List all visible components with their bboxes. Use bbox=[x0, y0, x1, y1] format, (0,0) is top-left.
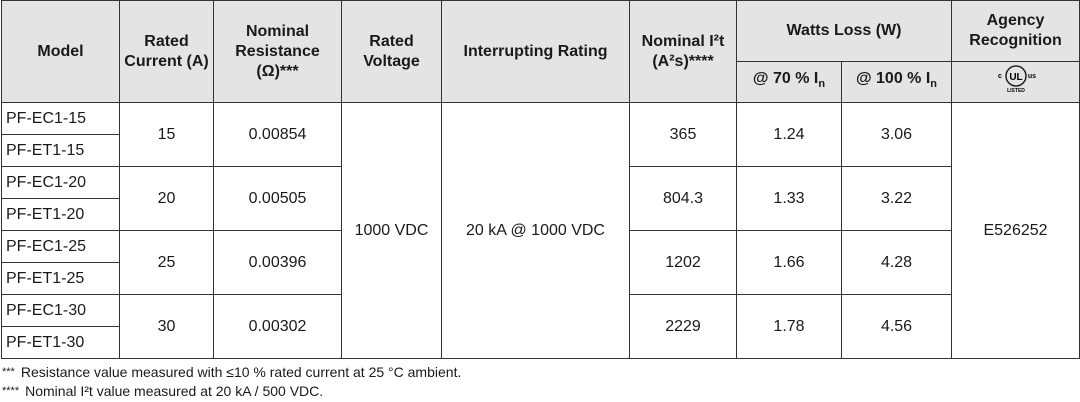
footnote-mark: **** bbox=[2, 385, 20, 397]
cell: 20 bbox=[119, 166, 214, 231]
header-text: @ 70 % I bbox=[752, 70, 819, 88]
subscript: n bbox=[930, 78, 938, 91]
header-cell: Nominal Resistance (Ω)*** bbox=[213, 0, 342, 103]
cell: PF-EC1-15 bbox=[1, 102, 120, 135]
row: PF-EC1-20 20 0.00505 804.3 1.33 3.22 bbox=[1, 166, 1080, 231]
cell: PF-ET1-15 bbox=[1, 134, 120, 167]
table-body: PF-EC1-15 15 0.00854 1000 VDC 20 kA @ 1000 V… bbox=[1, 102, 1080, 359]
cell: 15 bbox=[119, 102, 214, 167]
cell: 3.22 bbox=[840, 166, 953, 231]
cell: 20 kA @ 1000 VDC bbox=[441, 102, 630, 359]
cell: PF-ET1-20 bbox=[1, 198, 120, 231]
cell: 1.78 bbox=[736, 294, 842, 359]
cell: 0.00396 bbox=[213, 230, 342, 295]
cell: E526252 bbox=[951, 102, 1080, 359]
header-cell: @ 70 % In bbox=[736, 61, 842, 103]
logo-circle bbox=[1004, 65, 1027, 87]
row: PF-EC1-15 15 0.00854 1000 VDC 20 kA @ 1000 V… bbox=[1, 102, 1080, 359]
cell: 2229 bbox=[629, 294, 737, 359]
cell: 3.06 bbox=[840, 102, 953, 167]
cell: 30 bbox=[119, 294, 214, 359]
header-cell: @ 100 % In bbox=[840, 61, 953, 103]
logo-listed: LISTED bbox=[1007, 88, 1025, 94]
subscript: n bbox=[818, 78, 826, 91]
header-row: Model Rated Current (A) Nominal Resistan… bbox=[1, 0, 1080, 103]
cell: 1202 bbox=[629, 230, 737, 295]
header-row: @ 70 % In @ 100 % In UL c us LISTED bbox=[2, 61, 1080, 103]
header-cell: Interrupting Rating bbox=[441, 0, 630, 103]
spec-table: Model Rated Current (A) Nominal Resistan… bbox=[1, 0, 1080, 359]
footnote: **** Nominal I²t value measured at 20 kA … bbox=[2, 382, 1080, 401]
row: PF-ET1-30 bbox=[1, 326, 1080, 359]
cell: 1.66 bbox=[736, 230, 842, 295]
footnote-text: Nominal I²t value measured at 20 kA / 50… bbox=[25, 383, 324, 399]
header-cell: Watts Loss (W) bbox=[735, 0, 953, 62]
row: PF-ET1-15 bbox=[1, 134, 1080, 167]
cell: 0.00854 bbox=[213, 102, 342, 167]
cell: 4.56 bbox=[840, 294, 953, 359]
footnote-text: Resistance value measured with ≤10 % rat… bbox=[20, 364, 462, 380]
header-text: @ 100 % I bbox=[855, 70, 931, 88]
logo-us: us bbox=[1027, 73, 1035, 80]
cell: PF-ET1-25 bbox=[1, 262, 120, 295]
logo-ul: UL bbox=[1009, 72, 1022, 83]
footnote-mark: *** bbox=[2, 366, 15, 378]
footnotes: *** Resistance value measured with ≤10 % … bbox=[2, 363, 1080, 401]
cell: 0.00302 bbox=[213, 294, 342, 359]
cell: PF-EC1-25 bbox=[1, 230, 120, 263]
header-cell: UL c us LISTED bbox=[951, 61, 1080, 103]
cell: PF-ET1-30 bbox=[1, 326, 120, 359]
cell: PF-EC1-20 bbox=[1, 166, 120, 199]
cell: 804.3 bbox=[629, 166, 737, 231]
header-cell: Nominal I²t (A²s)**** bbox=[629, 0, 737, 103]
cell: 25 bbox=[119, 230, 214, 295]
cell: 0.00505 bbox=[213, 166, 342, 231]
ul-logo: UL c us LISTED bbox=[998, 65, 1036, 94]
cell: 1.33 bbox=[736, 166, 842, 231]
cell: 1.24 bbox=[736, 102, 842, 167]
header-cell: Rated Voltage bbox=[341, 0, 442, 103]
cell: 365 bbox=[629, 102, 737, 167]
footnote: *** Resistance value measured with ≤10 % … bbox=[2, 363, 1080, 382]
cell: PF-EC1-30 bbox=[1, 294, 120, 327]
header-cell: Model bbox=[1, 0, 120, 103]
header-cell: Agency Recognition bbox=[951, 0, 1080, 62]
cell: 4.28 bbox=[840, 230, 953, 295]
header-cell: Rated Current (A) bbox=[119, 0, 214, 103]
cell: 1000 VDC bbox=[341, 102, 442, 359]
logo-c: c bbox=[998, 73, 1002, 80]
row: PF-ET1-20 bbox=[1, 198, 1080, 231]
